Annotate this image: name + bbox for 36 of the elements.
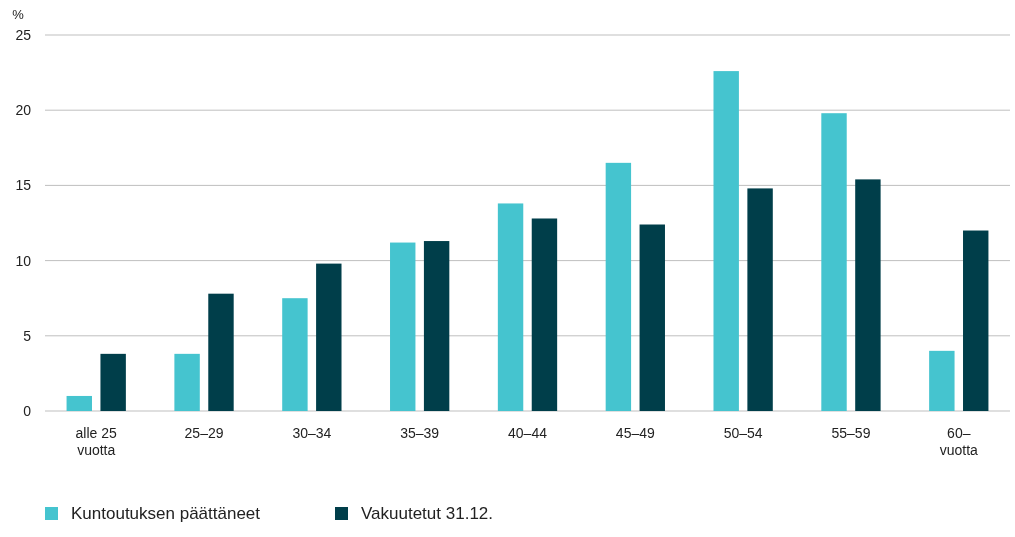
- y-tick-label: 10: [15, 252, 32, 269]
- bar: [747, 188, 773, 411]
- y-axis-title: %: [12, 7, 25, 22]
- x-tick-label: 40–44: [508, 425, 548, 441]
- bar: [821, 113, 847, 411]
- bar: [100, 353, 126, 411]
- y-tick-label: 20: [15, 102, 32, 119]
- x-tick-label: 55–59: [831, 425, 871, 441]
- bar: [174, 353, 200, 411]
- bar: [282, 298, 308, 411]
- x-tick-label: 60– vuotta: [939, 425, 979, 458]
- bar: [605, 162, 632, 411]
- bar: [963, 230, 989, 411]
- bar: [639, 224, 665, 411]
- bar: [423, 241, 450, 411]
- y-tick-label: 5: [23, 327, 32, 344]
- y-tick-label: 25: [15, 26, 32, 43]
- x-tick-label: 35–39: [400, 425, 440, 441]
- x-tick-label: 30–34: [292, 425, 332, 441]
- bar: [66, 395, 92, 411]
- legend-label: Kuntoutuksen päättäneet: [71, 504, 261, 523]
- bar: [316, 263, 342, 411]
- x-tick-label: 50–54: [723, 425, 763, 441]
- x-tick-label: 25–29: [184, 425, 224, 441]
- bar: [531, 218, 558, 411]
- legend-label: Vakuutetut 31.12.: [361, 504, 494, 523]
- y-tick-label: 15: [15, 177, 32, 194]
- bar: [855, 179, 881, 411]
- bar: [208, 293, 234, 411]
- bar: [713, 71, 739, 411]
- x-tick-label: 45–49: [615, 425, 655, 441]
- x-tick-label: alle 25 vuotta: [75, 425, 118, 458]
- y-tick-label: 0: [23, 402, 32, 419]
- bar: [929, 350, 955, 411]
- bar: [497, 203, 524, 411]
- bar: [390, 242, 416, 411]
